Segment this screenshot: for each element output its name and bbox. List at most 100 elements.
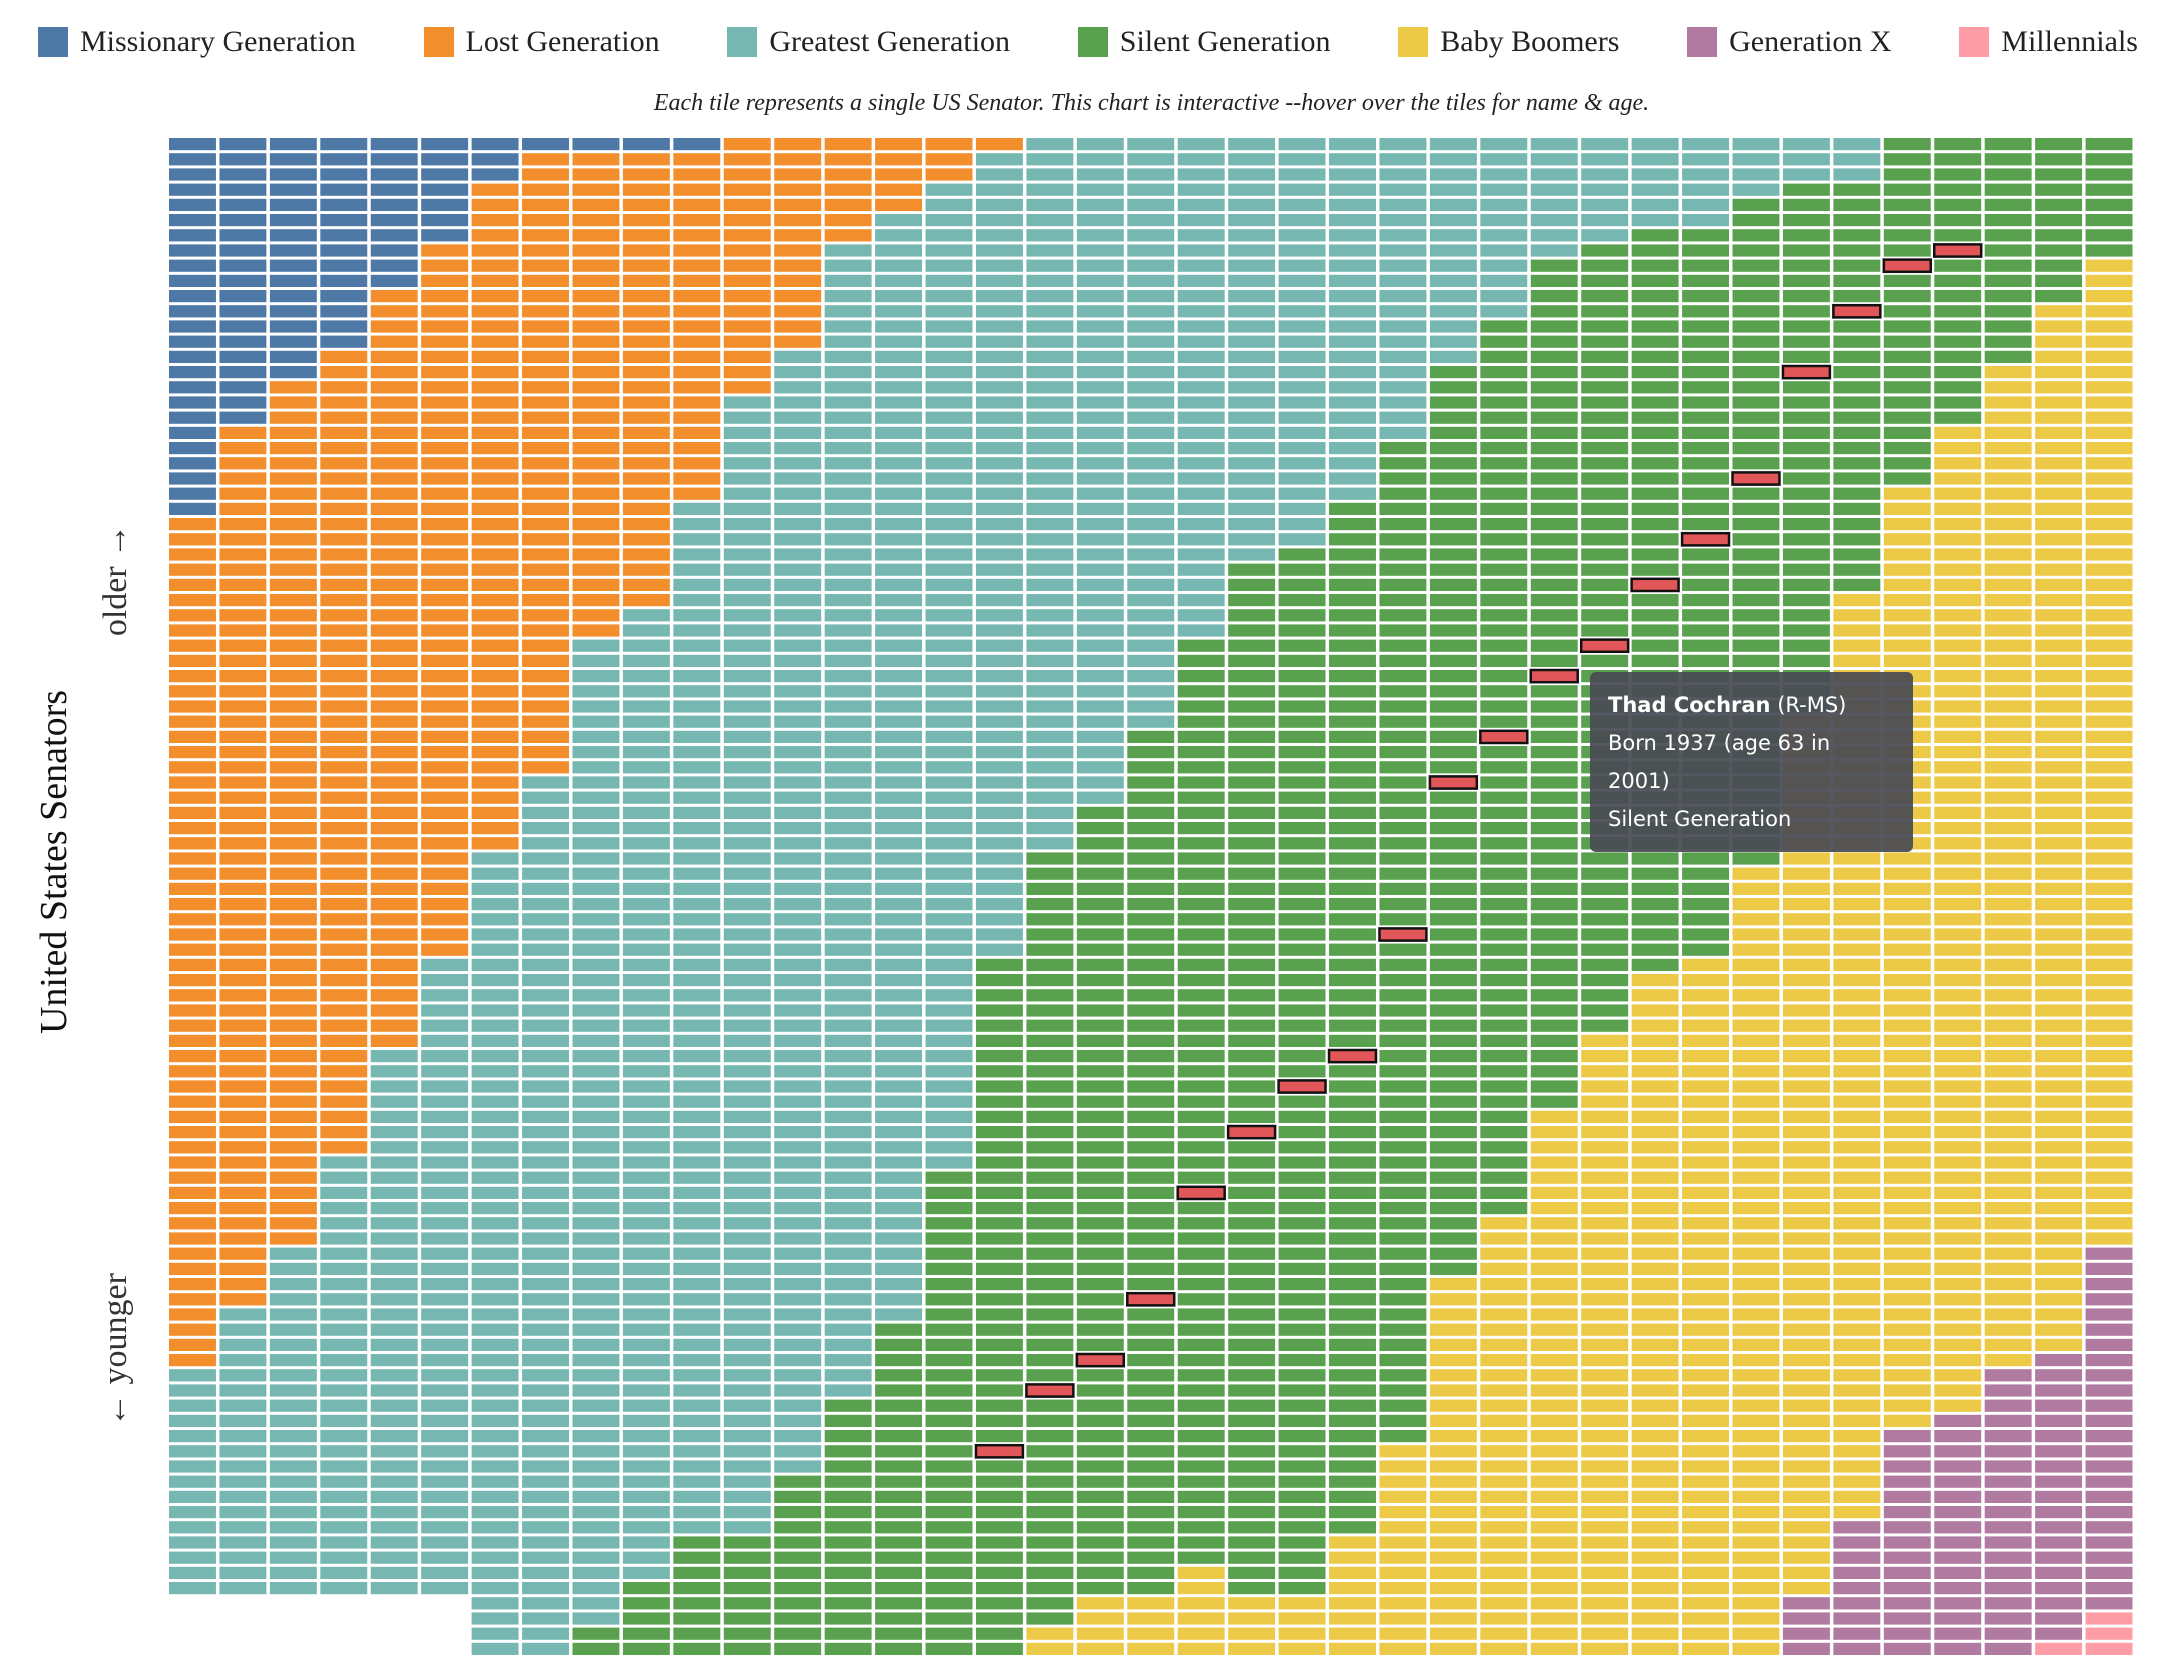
tile[interactable] bbox=[1127, 259, 1175, 272]
tile[interactable] bbox=[1934, 259, 1982, 272]
tile[interactable] bbox=[1329, 229, 1376, 242]
tile[interactable] bbox=[1631, 928, 1679, 941]
tile[interactable] bbox=[1429, 1460, 1477, 1473]
tile[interactable] bbox=[723, 259, 771, 272]
tile[interactable] bbox=[1329, 974, 1376, 987]
tile[interactable] bbox=[1026, 1430, 1074, 1443]
tile[interactable] bbox=[925, 350, 973, 363]
tile[interactable] bbox=[169, 806, 216, 819]
tile[interactable] bbox=[219, 1186, 267, 1199]
tile[interactable] bbox=[1278, 366, 1326, 379]
tile[interactable] bbox=[1177, 913, 1225, 926]
tile[interactable] bbox=[1883, 1034, 1931, 1047]
tile[interactable] bbox=[471, 168, 519, 181]
tile[interactable] bbox=[1782, 563, 1830, 576]
tile[interactable] bbox=[1127, 1445, 1175, 1458]
tile[interactable] bbox=[1631, 244, 1679, 257]
tile[interactable] bbox=[370, 1354, 418, 1367]
tile[interactable] bbox=[2035, 1050, 2083, 1063]
tile[interactable] bbox=[2035, 958, 2083, 971]
tile[interactable] bbox=[1631, 943, 1679, 956]
tile[interactable] bbox=[875, 290, 923, 303]
tile[interactable] bbox=[673, 1004, 721, 1017]
tile[interactable] bbox=[1732, 1019, 1780, 1032]
tile[interactable] bbox=[2035, 1338, 2083, 1351]
tile[interactable] bbox=[925, 1338, 973, 1351]
tile[interactable] bbox=[1480, 1141, 1528, 1154]
tile[interactable] bbox=[774, 396, 822, 409]
tile[interactable] bbox=[169, 1354, 216, 1367]
tile[interactable] bbox=[1782, 518, 1830, 531]
tile[interactable] bbox=[1329, 1399, 1376, 1412]
tile[interactable] bbox=[673, 335, 721, 348]
tile[interactable] bbox=[471, 350, 519, 363]
tile[interactable] bbox=[1429, 837, 1477, 850]
tile[interactable] bbox=[2085, 183, 2133, 196]
tile[interactable] bbox=[723, 1566, 771, 1579]
tile[interactable] bbox=[320, 913, 368, 926]
tile[interactable] bbox=[219, 943, 267, 956]
tile[interactable] bbox=[2035, 943, 2083, 956]
tile[interactable] bbox=[622, 381, 670, 394]
tile[interactable] bbox=[1732, 578, 1780, 591]
tile[interactable] bbox=[269, 229, 317, 242]
tile[interactable] bbox=[673, 533, 721, 546]
tile[interactable] bbox=[1480, 1642, 1528, 1655]
tile[interactable] bbox=[975, 396, 1023, 409]
tile[interactable] bbox=[1833, 1262, 1881, 1275]
tile[interactable] bbox=[622, 928, 670, 941]
tile[interactable] bbox=[1833, 1551, 1881, 1564]
tile[interactable] bbox=[1530, 1262, 1578, 1275]
tile[interactable] bbox=[2085, 518, 2133, 531]
tile[interactable] bbox=[622, 1354, 670, 1367]
tile[interactable] bbox=[471, 1369, 519, 1382]
tile[interactable] bbox=[370, 138, 418, 151]
tile[interactable] bbox=[975, 1597, 1023, 1610]
tile[interactable] bbox=[1177, 1323, 1225, 1336]
tile[interactable] bbox=[723, 1019, 771, 1032]
tile[interactable] bbox=[2085, 715, 2133, 728]
tile[interactable] bbox=[1883, 1278, 1931, 1291]
tile[interactable] bbox=[824, 654, 872, 667]
tile[interactable] bbox=[1833, 548, 1881, 561]
tile[interactable] bbox=[1278, 426, 1326, 439]
tile[interactable] bbox=[622, 244, 670, 257]
tile[interactable] bbox=[1480, 1034, 1528, 1047]
tile[interactable] bbox=[1329, 715, 1376, 728]
tile[interactable] bbox=[1329, 214, 1376, 227]
tile[interactable] bbox=[522, 1475, 569, 1488]
tile[interactable] bbox=[622, 700, 670, 713]
tile[interactable] bbox=[1581, 1490, 1629, 1503]
tile[interactable] bbox=[522, 457, 569, 470]
tile[interactable] bbox=[522, 1034, 569, 1047]
tile[interactable] bbox=[975, 1293, 1023, 1306]
tile[interactable] bbox=[774, 426, 822, 439]
tile[interactable] bbox=[2035, 548, 2083, 561]
tile[interactable] bbox=[774, 350, 822, 363]
tile[interactable] bbox=[169, 183, 216, 196]
tile[interactable] bbox=[622, 1642, 670, 1655]
tile[interactable] bbox=[1984, 1460, 2032, 1473]
tile[interactable] bbox=[1429, 487, 1477, 500]
tile[interactable] bbox=[774, 791, 822, 804]
tile[interactable] bbox=[1228, 898, 1276, 911]
tile[interactable] bbox=[1278, 1612, 1326, 1625]
tile[interactable] bbox=[1177, 1065, 1225, 1078]
tile[interactable] bbox=[2035, 1202, 2083, 1215]
tile[interactable] bbox=[1278, 1566, 1326, 1579]
tile[interactable] bbox=[269, 259, 317, 272]
tile[interactable] bbox=[824, 867, 872, 880]
tile[interactable] bbox=[774, 730, 822, 743]
tile[interactable] bbox=[1883, 426, 1931, 439]
tile[interactable] bbox=[1984, 1642, 2032, 1655]
tile[interactable] bbox=[421, 183, 469, 196]
tile[interactable] bbox=[522, 183, 569, 196]
tile[interactable] bbox=[1883, 168, 1931, 181]
tile[interactable] bbox=[1581, 1566, 1629, 1579]
tile[interactable] bbox=[1782, 943, 1830, 956]
tile[interactable] bbox=[1026, 1612, 1074, 1625]
tile[interactable] bbox=[1026, 882, 1074, 895]
tile[interactable] bbox=[824, 533, 872, 546]
tile[interactable] bbox=[673, 502, 721, 515]
tile[interactable] bbox=[2035, 1399, 2083, 1412]
